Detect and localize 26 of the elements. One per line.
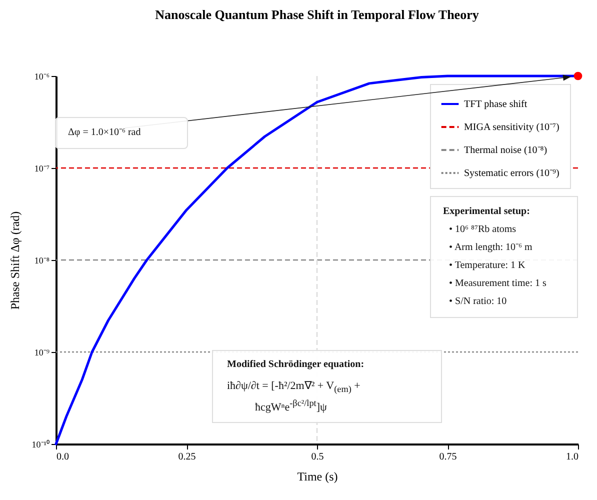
- annotation: • Temperature: 1 K: [448, 259, 526, 273]
- y-tick-label: 10⁻⁷: [34, 164, 50, 174]
- x-tick-label: 0.5: [311, 452, 324, 462]
- legend-label: Systematic errors (10⁻⁹): [464, 168, 560, 179]
- annotation: • Arm length: 10⁻⁶ m: [448, 241, 534, 255]
- x-tick-label: 0.25: [178, 452, 196, 462]
- chart-title: Nanoscale Quantum Phase Shift in Temporal Flow Theory: [155, 6, 480, 22]
- x-tick-label: 0.0: [56, 452, 69, 462]
- annotation: Modified Schrödinger equation:: [227, 359, 364, 370]
- legend-label: TFT phase shift: [464, 99, 528, 110]
- y-tick-label: 10⁻⁸: [34, 256, 50, 266]
- callout-box: Δφ = 1.0×10⁻⁶ rad: [55, 117, 188, 148]
- legend-label: MIGA sensitivity (10⁻⁷): [464, 122, 560, 133]
- legend-label: Thermal noise (10⁻⁸): [464, 145, 548, 156]
- x-tick-label: 1.0: [566, 452, 578, 462]
- x-axis-title: Time (s): [297, 470, 338, 484]
- y-tick-label: 10⁻⁶: [34, 72, 50, 82]
- annotation: • 10⁶ ⁸⁷Rb atoms: [448, 223, 518, 237]
- annotation: Experimental setup:: [443, 206, 530, 217]
- note-box: Modified Schrödinger equation: iħ∂ψ/∂t = [-ħ²/2m∇² + V$_{(em)}$ + ħcgWⁿe$^{-βc²/lpt}$]ψ: [212, 350, 442, 424]
- annotation: • Measurement time: 1 s: [448, 277, 548, 291]
- y-axis-title: Phase Shift Δφ (rad): [8, 211, 22, 310]
- y-tick-label: 10⁻¹⁰: [32, 440, 50, 450]
- x-tick-label: 0.75: [439, 452, 457, 462]
- annotation: • S/N ratio: 10: [448, 295, 508, 309]
- y-tick-label: 10⁻⁹: [34, 348, 50, 358]
